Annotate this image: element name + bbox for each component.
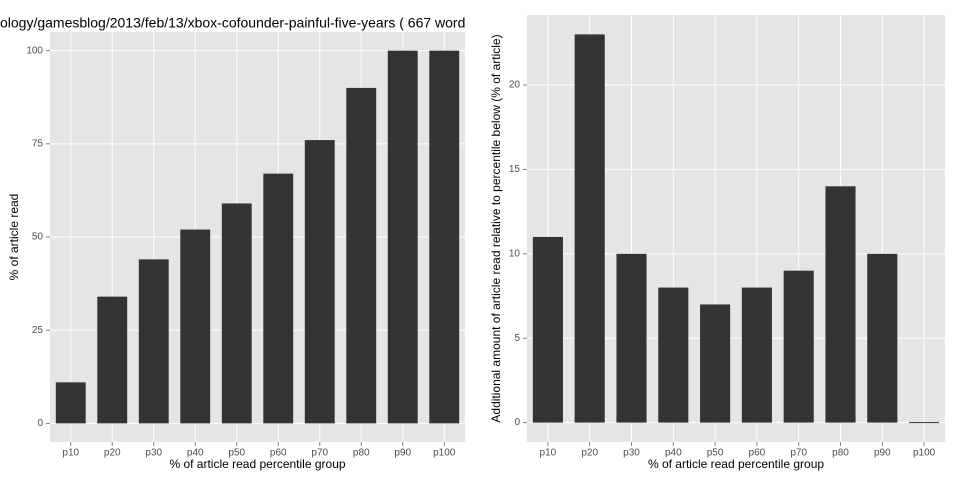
bar: [616, 253, 647, 423]
y-tick-label: 10: [509, 248, 521, 259]
y-axis-title: Additional amount of article read relati…: [489, 34, 503, 422]
bar: [55, 382, 86, 424]
x-tick-label: p50: [707, 448, 724, 459]
x-tick-label: p10: [62, 448, 79, 459]
bar: [221, 203, 252, 424]
x-tick-label: p50: [228, 448, 245, 459]
x-tick-label: p100: [433, 448, 456, 459]
x-tick-label: p30: [623, 448, 640, 459]
x-tick-label: p40: [187, 448, 204, 459]
bar: [741, 287, 772, 423]
x-tick-label: p90: [874, 448, 891, 459]
bar: [97, 296, 128, 424]
chart-title: ology/gamesblog/2013/feb/13/xbox-cofound…: [0, 15, 465, 31]
x-axis-title: % of article read percentile group: [648, 457, 824, 471]
y-tick-label: 20: [509, 80, 521, 91]
bar: [263, 173, 294, 424]
x-tick-label: p100: [913, 448, 936, 459]
bar: [304, 140, 335, 424]
bar: [138, 259, 169, 424]
y-tick-label: 15: [509, 164, 521, 175]
x-tick-label: p20: [104, 448, 121, 459]
bar: [387, 50, 418, 424]
x-tick-label: p60: [749, 448, 766, 459]
x-axis-title: % of article read percentile group: [169, 457, 345, 471]
y-tick-label: 100: [26, 45, 43, 56]
bar: [700, 304, 731, 423]
x-tick-label: p60: [270, 448, 287, 459]
bar: [180, 229, 211, 424]
x-tick-label: p80: [832, 448, 849, 459]
y-tick-label: 25: [32, 325, 44, 336]
bar: [658, 287, 689, 423]
y-tick-label: 75: [32, 138, 44, 149]
y-tick-label: 50: [32, 232, 44, 243]
x-tick-label: p80: [353, 448, 370, 459]
bar: [429, 50, 460, 424]
bar: [532, 236, 563, 423]
bar: [909, 422, 940, 424]
y-axis-title: % of article read: [7, 194, 21, 281]
x-tick-label: p90: [394, 448, 411, 459]
x-tick-label: p10: [540, 448, 557, 459]
x-tick-label: p70: [311, 448, 328, 459]
x-tick-label: p70: [790, 448, 807, 459]
x-tick-label: p30: [145, 448, 162, 459]
bar: [574, 34, 605, 423]
y-tick-label: 0: [514, 417, 520, 428]
bar: [783, 270, 814, 423]
x-tick-label: p20: [581, 448, 598, 459]
bar: [867, 253, 898, 423]
x-tick-label: p40: [665, 448, 682, 459]
bar: [346, 87, 377, 424]
y-tick-label: 0: [37, 418, 43, 429]
y-tick-label: 5: [514, 333, 520, 344]
bar: [825, 186, 856, 423]
